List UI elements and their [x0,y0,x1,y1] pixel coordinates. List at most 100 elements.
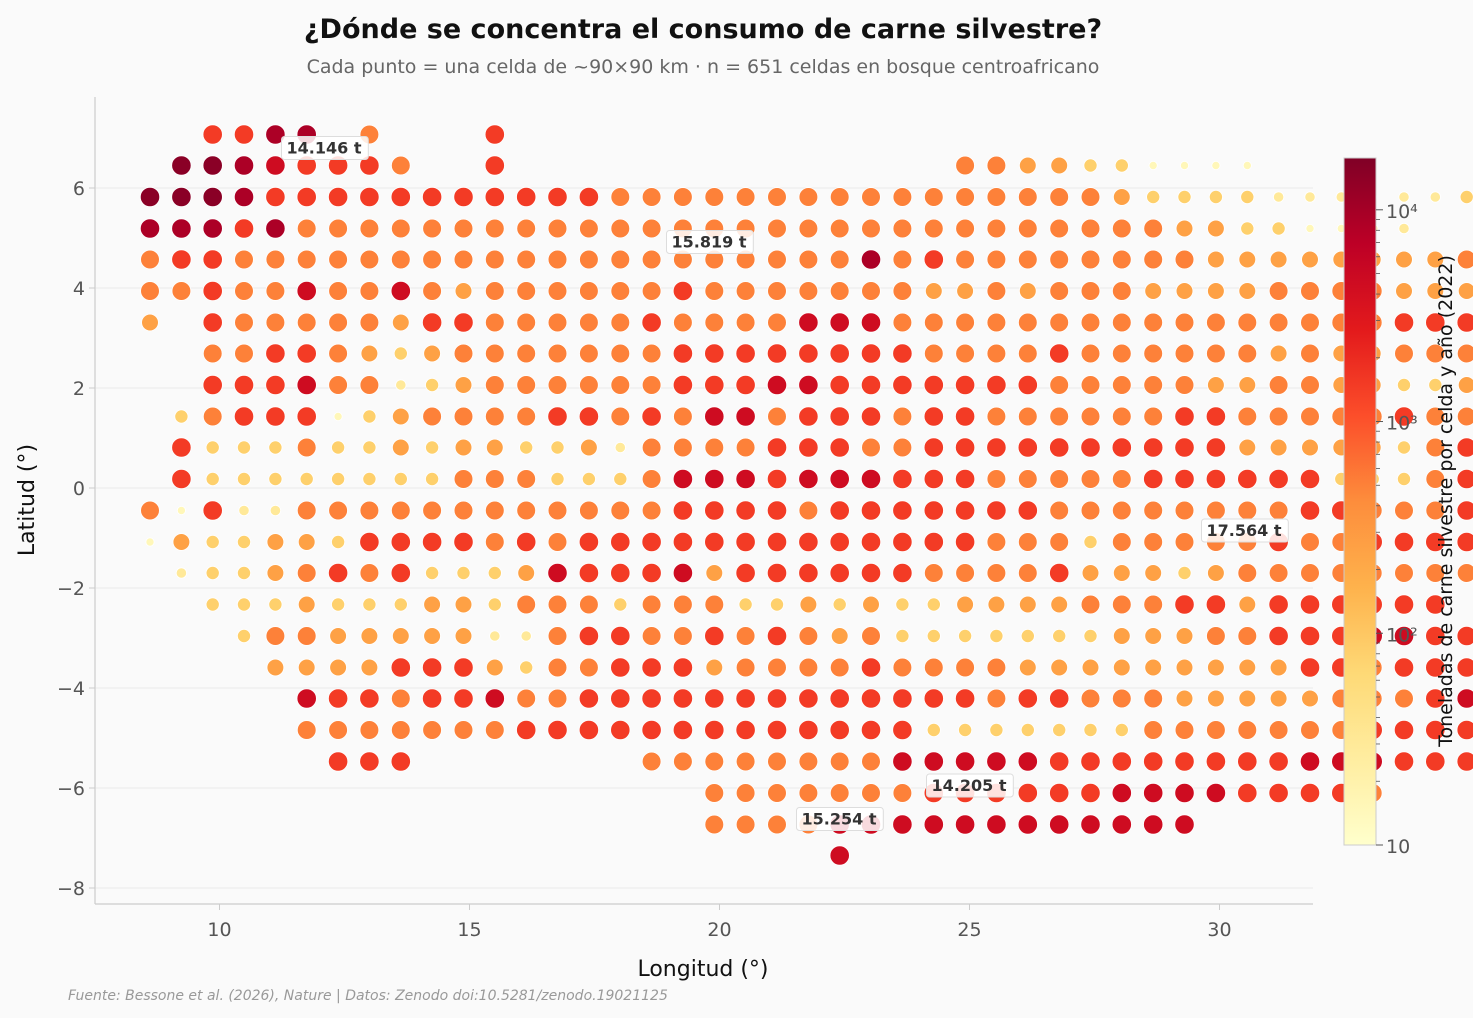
data-point [1269,438,1288,457]
x-tick-label: 10 [207,919,231,941]
data-point [202,280,223,302]
data-point [422,500,442,521]
data-point [1456,719,1473,741]
data-point [421,657,443,678]
data-point [1425,563,1446,583]
data-point [391,438,410,457]
data-point [547,406,568,427]
data-point [1238,282,1257,300]
data-point [236,535,251,550]
data-point [1113,564,1131,582]
data-point [393,346,408,361]
data-point [1237,406,1258,427]
data-point [327,186,349,208]
data-point [1143,688,1163,709]
data-point [454,627,473,645]
data-point [1017,437,1038,458]
data-point [860,406,882,427]
data-point [579,657,599,678]
data-point [1207,658,1225,677]
data-point [578,719,600,741]
data-point [390,280,411,302]
data-point [704,187,725,207]
data-point [1049,562,1070,584]
data-point [328,249,348,270]
data-point [233,374,255,396]
data-point [328,218,348,239]
annotation-box [1201,518,1289,543]
data-point [641,531,662,553]
data-point [1018,343,1038,364]
data-point [641,562,662,584]
data-point [641,218,662,239]
data-point [1456,500,1473,521]
data-point [547,562,568,584]
data-point [1425,531,1446,553]
data-point [1112,532,1132,552]
data-point [550,471,565,486]
data-point [1177,566,1192,581]
data-point [516,375,536,395]
data-point [1242,160,1252,170]
data-point [958,723,973,738]
data-point [1049,249,1069,270]
data-point [359,720,380,740]
data-point [986,406,1007,427]
data-point [1457,282,1473,300]
data-point [610,531,631,553]
data-point [1175,658,1194,677]
data-point [1240,221,1255,236]
data-point [1174,437,1195,458]
data-point [390,218,411,239]
data-point [425,566,440,581]
data-point [145,537,155,547]
data-point [829,783,850,803]
data-point [1299,594,1321,615]
data-point [423,344,441,363]
data-point [767,218,787,239]
data-point [297,595,316,614]
data-point [359,563,380,583]
data-point [892,406,913,427]
data-point [1081,564,1100,582]
data-point [579,312,599,333]
data-point [1174,468,1195,490]
data-point [829,343,850,364]
data-point [547,594,568,615]
data-point [955,249,975,270]
data-point [1425,719,1446,741]
data-point [1299,625,1321,647]
data-point [892,312,913,333]
data-point [954,374,976,396]
data-point [236,629,251,644]
data-point [141,313,159,332]
data-point [1050,595,1068,614]
data-point [1456,531,1473,553]
data-point [1049,187,1069,207]
data-point [954,468,976,490]
data-point [767,249,787,270]
data-point [579,218,599,239]
data-point [955,187,975,207]
data-point [923,563,944,583]
data-point [265,374,286,396]
data-point [673,626,693,646]
data-point [1397,377,1412,392]
data-point [860,531,882,553]
data-point [453,720,474,740]
data-point [641,312,662,333]
data-point [234,249,254,270]
data-point [359,751,380,772]
colorbar-label: Toneladas de carne silvestre por celda y… [1435,255,1457,748]
data-point [766,625,788,647]
data-point [1300,532,1320,552]
data-point [735,468,756,490]
data-point [1207,564,1225,582]
data-point [422,218,442,239]
data-point [1456,406,1473,427]
data-point [517,564,535,582]
data-point [770,597,785,612]
data-point [1268,500,1289,521]
data-point [265,626,286,646]
data-point [641,187,662,207]
